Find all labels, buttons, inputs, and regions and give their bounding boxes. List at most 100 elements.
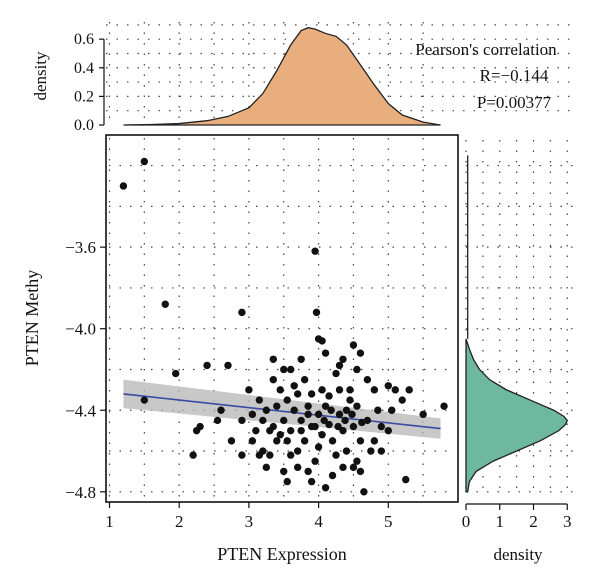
scatter-point xyxy=(203,361,211,370)
top-y-tick-label: 0.0 xyxy=(74,117,94,134)
scatter-point xyxy=(388,406,396,414)
scatter-point xyxy=(300,437,309,445)
scatter-point xyxy=(307,390,316,398)
scatter-point xyxy=(259,416,267,425)
scatter-point xyxy=(363,416,372,425)
scatter-point xyxy=(140,157,149,166)
scatter-point xyxy=(360,488,368,496)
main-y-tick-label: −3.6 xyxy=(65,238,96,257)
scatter-point xyxy=(269,422,277,431)
scatter-point xyxy=(290,382,298,390)
scatter-point xyxy=(332,369,340,378)
scatter-point xyxy=(339,355,347,363)
right-x-tick-label: 3 xyxy=(563,512,572,531)
scatter-point xyxy=(405,386,413,394)
scatter-point xyxy=(287,365,295,374)
main-y-tick-label: −4.4 xyxy=(65,401,96,420)
right-density-area xyxy=(465,338,569,493)
scatter-point xyxy=(140,396,149,404)
scatter-point xyxy=(304,467,312,476)
scatter-point xyxy=(262,406,271,414)
scatter-point xyxy=(318,431,326,439)
scatter-point xyxy=(293,447,302,455)
scatter-point xyxy=(304,402,312,410)
scatter-point xyxy=(312,308,321,317)
scatter-point xyxy=(346,396,354,404)
scatter-point xyxy=(304,410,312,419)
scatter-point xyxy=(349,422,358,431)
top-density-area xyxy=(123,27,441,126)
main-y-axis-label: PTEN Methy xyxy=(22,270,42,367)
main-y-ticks: −4.8 −4.4 −4.0 −3.6 xyxy=(65,238,106,502)
scatter-point xyxy=(238,416,246,425)
scatter-point xyxy=(328,437,337,445)
scatter-point xyxy=(335,386,344,394)
right-x-tick-label: 1 xyxy=(496,512,505,531)
scatter-point xyxy=(280,365,288,374)
scatter-point xyxy=(402,475,410,484)
main-grid xyxy=(108,138,455,499)
scatter-point xyxy=(348,410,356,419)
main-plot-frame xyxy=(105,134,459,503)
main-x-tick-label: 5 xyxy=(384,512,393,531)
right-grid xyxy=(465,140,574,497)
trend-line xyxy=(123,393,441,430)
scatter-point xyxy=(161,300,169,308)
scatter-point xyxy=(273,437,281,445)
scatter-point xyxy=(342,406,351,414)
scatter-point xyxy=(311,247,319,255)
scatter-point xyxy=(327,406,335,414)
scatter-point xyxy=(374,406,382,414)
scatter-point xyxy=(356,467,365,476)
main-x-tick-label: 4 xyxy=(314,512,323,531)
scatter-point xyxy=(318,337,326,345)
scatter-point xyxy=(283,396,291,404)
top-y-tick-label: 0.2 xyxy=(74,88,94,105)
main-x-tick-label: 3 xyxy=(245,512,254,531)
scatter-point xyxy=(353,402,361,410)
top-y-axis-label: density xyxy=(31,51,50,101)
scatter-point xyxy=(419,410,427,419)
scatter-point xyxy=(321,349,330,357)
scatter-point xyxy=(290,406,298,414)
scatter-point xyxy=(217,406,225,414)
scatter-point xyxy=(196,422,204,431)
scatter-point xyxy=(384,426,392,435)
scatter-point xyxy=(248,410,257,419)
scatter-point xyxy=(356,437,365,445)
scatter-point xyxy=(367,447,375,455)
scatter-point xyxy=(252,426,260,435)
scatter-point xyxy=(283,477,291,486)
scatter-points xyxy=(119,157,448,496)
scatter-point xyxy=(398,396,406,404)
scatter-point xyxy=(238,308,246,317)
scatter-point xyxy=(377,447,386,455)
scatter-point xyxy=(280,416,288,425)
scatter-point xyxy=(334,422,342,431)
scatter-point xyxy=(353,365,361,374)
scatter-point xyxy=(269,355,277,363)
scatter-point xyxy=(335,361,344,370)
scatter-point xyxy=(293,390,302,398)
scatter-point xyxy=(297,416,305,425)
scatter-point xyxy=(287,451,295,459)
annotation-r-value: R=−0.144 xyxy=(480,66,549,85)
scatter-point xyxy=(297,355,305,363)
scatter-point xyxy=(349,341,358,349)
scatter-point xyxy=(269,375,277,384)
main-y-tick-label: −4.0 xyxy=(65,320,96,339)
scatter-point xyxy=(287,426,295,435)
scatter-point xyxy=(356,349,365,357)
right-x-tick-label: 0 xyxy=(462,512,471,531)
scatter-point xyxy=(391,386,399,394)
main-x-tick-label: 1 xyxy=(105,512,114,531)
scatter-point xyxy=(341,416,349,425)
main-x-ticks: 1 2 3 4 5 xyxy=(105,502,393,531)
main-x-axis-label: PTEN Expression xyxy=(217,544,347,564)
scatter-point xyxy=(172,369,180,378)
top-y-ticks: 0.0 0.2 0.4 0.6 xyxy=(74,31,105,134)
scatter-point xyxy=(321,402,330,410)
scatter-point xyxy=(307,477,316,486)
right-marginal-panel: 0 1 2 3 density xyxy=(462,140,574,564)
